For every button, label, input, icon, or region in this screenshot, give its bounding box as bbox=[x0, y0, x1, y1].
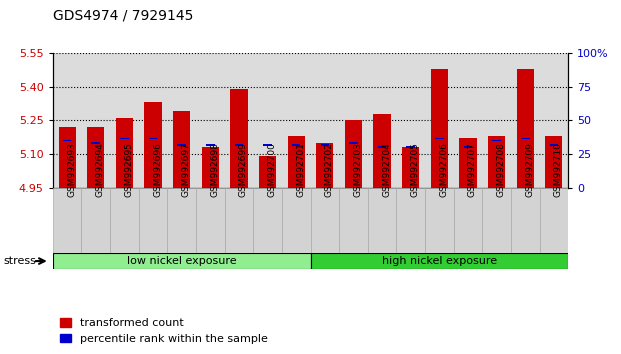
Bar bbox=[454, 188, 483, 253]
Text: GSM992709: GSM992709 bbox=[525, 143, 534, 198]
Bar bbox=[345, 120, 362, 188]
Bar bbox=[483, 188, 511, 253]
Bar bbox=[339, 188, 368, 253]
Bar bbox=[488, 136, 505, 188]
Bar bbox=[145, 102, 161, 188]
Bar bbox=[230, 89, 248, 188]
Bar bbox=[235, 144, 243, 146]
Text: GSM992693: GSM992693 bbox=[67, 143, 76, 198]
Bar bbox=[58, 127, 76, 188]
Bar bbox=[288, 136, 305, 188]
Legend: transformed count, percentile rank within the sample: transformed count, percentile rank withi… bbox=[55, 314, 272, 348]
Text: GDS4974 / 7929145: GDS4974 / 7929145 bbox=[53, 9, 193, 23]
Text: GSM992694: GSM992694 bbox=[96, 143, 105, 198]
Text: GSM992698: GSM992698 bbox=[211, 143, 219, 198]
Text: GSM992710: GSM992710 bbox=[554, 143, 563, 198]
Text: GSM992700: GSM992700 bbox=[268, 143, 276, 198]
Text: high nickel exposure: high nickel exposure bbox=[382, 256, 497, 266]
Bar bbox=[173, 112, 190, 188]
Bar bbox=[310, 188, 339, 253]
Bar bbox=[368, 188, 396, 253]
Text: GSM992706: GSM992706 bbox=[440, 143, 448, 198]
Bar bbox=[378, 147, 386, 148]
Text: GSM992697: GSM992697 bbox=[182, 143, 191, 198]
Text: GSM992695: GSM992695 bbox=[124, 143, 134, 198]
Bar bbox=[91, 142, 100, 144]
Text: GSM992708: GSM992708 bbox=[497, 143, 505, 198]
Bar bbox=[206, 144, 215, 146]
Bar bbox=[316, 143, 333, 188]
Bar bbox=[110, 188, 138, 253]
Bar bbox=[406, 147, 415, 148]
Bar bbox=[263, 144, 272, 146]
Text: GSM992699: GSM992699 bbox=[239, 143, 248, 198]
Bar bbox=[517, 69, 534, 188]
Text: GSM992696: GSM992696 bbox=[153, 143, 162, 198]
Bar bbox=[310, 253, 568, 269]
Bar bbox=[425, 188, 454, 253]
Bar bbox=[116, 118, 133, 188]
Bar bbox=[545, 136, 563, 188]
Bar bbox=[373, 114, 391, 188]
Text: low nickel exposure: low nickel exposure bbox=[127, 256, 237, 266]
Bar bbox=[511, 188, 540, 253]
Bar bbox=[178, 144, 186, 146]
Bar bbox=[81, 188, 110, 253]
Bar bbox=[396, 188, 425, 253]
Text: GSM992705: GSM992705 bbox=[410, 143, 420, 198]
Bar bbox=[120, 137, 129, 139]
Bar bbox=[148, 137, 157, 139]
Bar bbox=[63, 140, 71, 141]
Bar bbox=[464, 147, 473, 148]
Bar bbox=[253, 188, 282, 253]
Bar bbox=[492, 140, 501, 141]
Bar bbox=[292, 144, 301, 146]
Bar bbox=[138, 188, 167, 253]
Bar bbox=[282, 188, 310, 253]
Bar bbox=[435, 137, 443, 139]
Bar bbox=[431, 69, 448, 188]
Text: GSM992702: GSM992702 bbox=[325, 143, 334, 198]
Bar bbox=[53, 188, 81, 253]
Bar bbox=[196, 188, 225, 253]
Text: GSM992704: GSM992704 bbox=[382, 143, 391, 198]
Bar bbox=[225, 188, 253, 253]
Bar bbox=[53, 253, 310, 269]
Text: stress: stress bbox=[3, 256, 36, 266]
Bar bbox=[521, 137, 530, 139]
Bar bbox=[550, 144, 558, 146]
Text: GSM992701: GSM992701 bbox=[296, 143, 305, 198]
Bar bbox=[349, 142, 358, 144]
Bar bbox=[540, 188, 568, 253]
Bar bbox=[320, 144, 329, 146]
Bar bbox=[87, 127, 104, 188]
Bar bbox=[167, 188, 196, 253]
Bar bbox=[259, 156, 276, 188]
Bar bbox=[402, 147, 419, 188]
Text: GSM992707: GSM992707 bbox=[468, 143, 477, 198]
Text: GSM992703: GSM992703 bbox=[353, 143, 363, 198]
Bar bbox=[460, 138, 476, 188]
Bar bbox=[202, 147, 219, 188]
